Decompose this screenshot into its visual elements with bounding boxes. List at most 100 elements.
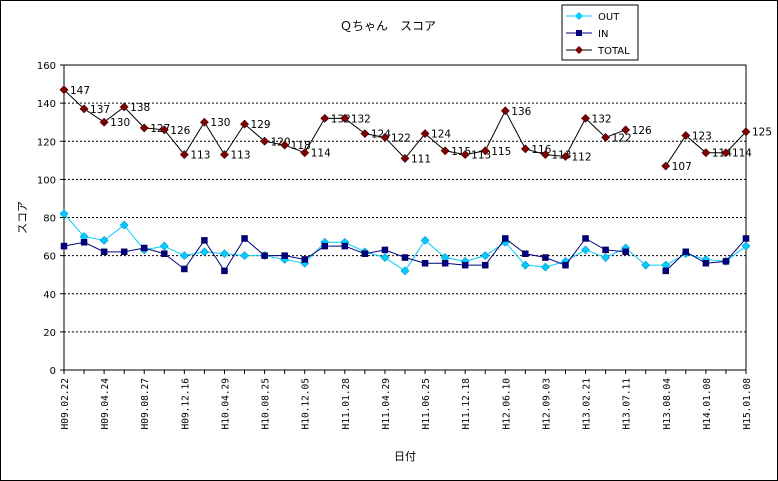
data-label: 132: [592, 113, 612, 125]
data-point: [601, 253, 611, 262]
y-tick-label: 40: [43, 290, 56, 301]
data-point: [261, 252, 268, 259]
data-point: [741, 241, 751, 251]
data-point: [99, 117, 109, 127]
data-point: [420, 235, 430, 245]
data-point: [561, 152, 570, 161]
data-label: 126: [632, 125, 652, 137]
data-point: [181, 265, 188, 273]
data-label: 130: [110, 117, 130, 129]
data-point: [741, 127, 751, 137]
data-point: [460, 150, 470, 160]
data-point: [742, 235, 750, 242]
data-point: [481, 261, 489, 269]
data-point: [441, 260, 449, 267]
data-point: [240, 251, 249, 261]
data-point: [159, 241, 169, 251]
x-tick-label: H14.01.08: [702, 378, 713, 430]
series-line: [63, 213, 747, 272]
data-point: [60, 242, 68, 250]
data-point: [701, 148, 711, 158]
x-tick-label: H13.08.04: [662, 378, 673, 430]
x-tick-label: H11.12.18: [461, 378, 472, 430]
y-tick-label: 20: [43, 328, 56, 339]
x-tick-label: H15.01.08: [742, 378, 753, 430]
data-point: [522, 250, 529, 257]
data-label: 124: [371, 129, 391, 141]
data-point: [199, 117, 209, 127]
x-tick-label: H09.02.22: [60, 378, 71, 429]
data-point: [119, 102, 129, 112]
x-tick-label: H09.08.27: [140, 378, 151, 429]
data-point: [581, 113, 590, 123]
data-point: [500, 106, 510, 116]
data-point: [722, 258, 730, 265]
data-point: [622, 248, 629, 256]
data-point: [301, 256, 308, 263]
legend-label: IN: [598, 29, 608, 40]
y-tick-label: 80: [43, 214, 56, 225]
data-point: [179, 150, 189, 160]
x-axis: H09.02.22 H09.04.24 H09.08.27 H09.12.16 H10.…: [60, 370, 753, 429]
data-point: [240, 119, 249, 129]
data-point: [480, 146, 490, 156]
data-point: [220, 150, 229, 160]
data-label: 129: [251, 119, 271, 131]
data-label: 111: [411, 153, 431, 165]
data-label: 115: [491, 146, 511, 158]
x-axis-label: 日付: [394, 450, 416, 463]
data-point: [100, 248, 108, 256]
data-point: [440, 146, 450, 156]
x-tick-label: H11.01.28: [341, 378, 352, 430]
data-point: [321, 242, 329, 250]
data-point: [79, 104, 89, 114]
data-point: [281, 252, 288, 259]
data-point: [99, 235, 109, 245]
data-point: [420, 129, 430, 139]
data-point: [400, 153, 410, 163]
data-point: [120, 248, 128, 256]
x-tick-label: H10.12.05: [301, 378, 312, 429]
data-point: [661, 161, 671, 171]
legend-marker: [575, 12, 583, 20]
series-in: [60, 235, 750, 275]
y-tick-label: 120: [37, 137, 56, 148]
data-label: 112: [571, 152, 591, 164]
data-point: [421, 260, 429, 267]
data-label: 138: [130, 102, 150, 114]
data-label: 114: [311, 148, 331, 160]
data-point: [161, 250, 168, 257]
y-tick-label: 160: [37, 61, 56, 72]
x-tick-label: H12.06.10: [501, 378, 512, 430]
data-point: [502, 235, 509, 242]
x-tick-label: H09.04.24: [100, 378, 111, 430]
data-label: 125: [752, 127, 772, 139]
y-tick-label: 100: [37, 175, 56, 186]
x-tick-label: H11.06.25: [421, 378, 432, 429]
data-point: [662, 267, 670, 275]
data-point: [681, 131, 691, 140]
data-point: [480, 251, 490, 261]
y-tick-label: 0: [50, 366, 56, 377]
y-tick-label: 60: [43, 252, 56, 263]
legend-label: TOTAL: [597, 46, 630, 57]
data-point: [80, 239, 88, 246]
x-tick-label: H09.12.16: [180, 378, 191, 430]
legend: OUT IN TOTAL: [561, 4, 639, 61]
data-label: 147: [70, 85, 90, 97]
x-tick-label: H11.04.29: [381, 378, 392, 430]
data-point: [582, 235, 589, 242]
data-point: [641, 260, 651, 270]
data-point: [140, 244, 148, 252]
data-point: [621, 125, 631, 135]
data-point: [179, 251, 189, 261]
y-tick-label: 140: [37, 99, 56, 110]
data-label: 137: [90, 104, 110, 116]
data-point: [340, 113, 350, 123]
data-point: [119, 220, 129, 230]
data-point: [682, 248, 690, 256]
data-label: 113: [230, 150, 250, 162]
data-point: [721, 148, 731, 158]
